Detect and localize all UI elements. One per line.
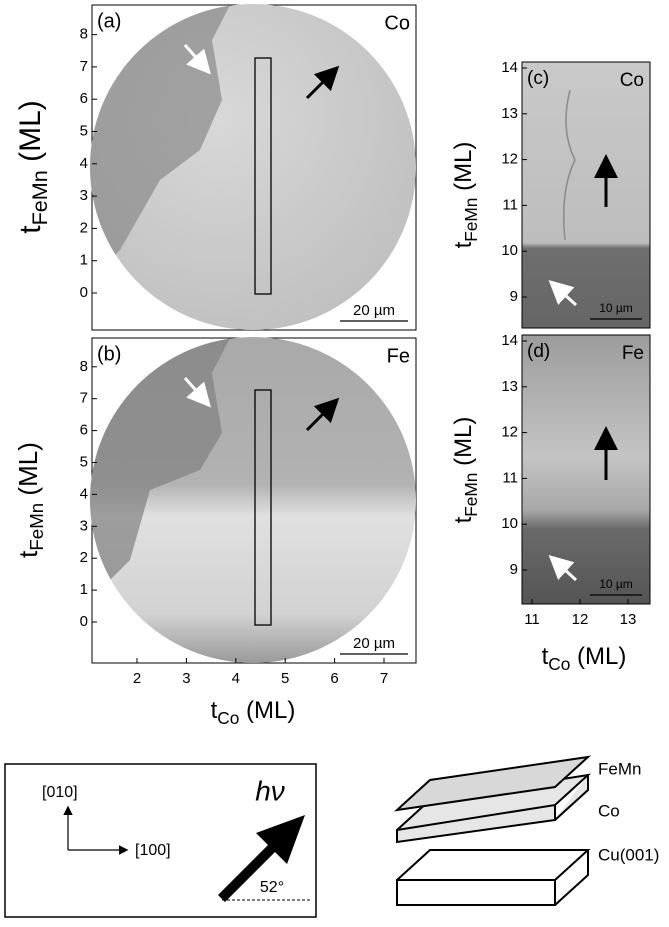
panel-element: Fe bbox=[622, 343, 644, 364]
scale-label: 10 µm bbox=[599, 577, 633, 591]
title-unit: (ML) bbox=[450, 142, 477, 191]
panel-label: (b) bbox=[97, 343, 121, 365]
axis-title: tFeMn (ML) bbox=[13, 442, 47, 558]
y-tick-label: 9 bbox=[510, 561, 518, 578]
y-tick-label: 11 bbox=[502, 196, 518, 213]
y-tick-label: 7 bbox=[80, 390, 88, 407]
title-unit: (ML) bbox=[14, 100, 47, 162]
y-tick-label: 1 bbox=[80, 252, 88, 269]
y-tick-label: 7 bbox=[80, 58, 88, 75]
x-tick-label: 6 bbox=[330, 670, 338, 687]
scale-label: 10 µm bbox=[599, 301, 633, 315]
panel-element: Co bbox=[384, 12, 410, 34]
panel-element: Fe bbox=[387, 345, 410, 367]
x-tick-label: 13 bbox=[620, 611, 637, 628]
title-unit: (ML) bbox=[13, 442, 43, 495]
y-tick-label: 4 bbox=[80, 485, 88, 502]
axis-label: [010] bbox=[42, 784, 78, 801]
axis-title: tCo (ML) bbox=[542, 643, 627, 673]
scale-label: 20 µm bbox=[353, 635, 395, 652]
y-tick-label: 6 bbox=[80, 422, 88, 439]
title-space bbox=[570, 643, 577, 670]
y-tick-label: 1 bbox=[80, 581, 88, 598]
panel-element: Co bbox=[620, 70, 644, 91]
y-tick-label: 3 bbox=[80, 517, 88, 534]
x-tick-label: 5 bbox=[281, 670, 289, 687]
panel-label: (a) bbox=[97, 10, 121, 32]
title-sub: FeMn bbox=[27, 170, 52, 225]
y-tick-label: 6 bbox=[80, 90, 88, 107]
y-tick-label: 2 bbox=[80, 219, 88, 236]
angle-label: 52° bbox=[260, 879, 284, 896]
y-tick-label: 5 bbox=[80, 122, 88, 139]
y-tick-label: 8 bbox=[80, 358, 88, 375]
layer-stack bbox=[397, 757, 588, 905]
y-tick-label: 9 bbox=[510, 288, 518, 305]
x-tick-label: 4 bbox=[232, 670, 240, 687]
y-tick-label: 2 bbox=[80, 549, 88, 566]
axis-label: [100] bbox=[135, 842, 171, 859]
title-space bbox=[13, 496, 43, 503]
y-tick-label: 11 bbox=[502, 469, 518, 486]
y-tick-label: 4 bbox=[80, 155, 88, 172]
axis-title: tFeMn (ML) bbox=[450, 417, 480, 524]
y-tick-label: 5 bbox=[80, 453, 88, 470]
layer-cu bbox=[397, 850, 588, 905]
title-sub: FeMn bbox=[461, 198, 481, 242]
scale-label: 20 µm bbox=[353, 302, 395, 319]
title-space bbox=[450, 191, 477, 198]
title-unit: (ML) bbox=[246, 697, 295, 724]
y-tick-label: 14 bbox=[501, 332, 518, 349]
y-tick-label: 14 bbox=[501, 59, 518, 76]
y-tick-label: 12 bbox=[501, 424, 518, 441]
y-tick-label: 3 bbox=[80, 187, 88, 204]
y-tick-label: 10 bbox=[501, 515, 518, 532]
title-unit: (ML) bbox=[577, 643, 626, 670]
layer-label: FeMn bbox=[598, 759, 641, 778]
photon-label: hν bbox=[255, 775, 285, 806]
title-sub: Co bbox=[217, 708, 239, 728]
x-tick-label: 7 bbox=[380, 670, 388, 687]
y-tick-label: 10 bbox=[501, 242, 518, 259]
y-tick-label: 13 bbox=[501, 378, 518, 395]
axis-title: tFeMn (ML) bbox=[450, 142, 480, 249]
title-space bbox=[450, 466, 477, 473]
layer-label: Co bbox=[598, 801, 620, 820]
axis-title: tFeMn (ML) bbox=[14, 100, 52, 234]
figure: (a) Co 20 µm (b) Fe 20 µm (c) Co 10 µm (d) Fe 10 µm… bbox=[0, 0, 669, 927]
x-tick-label: 3 bbox=[182, 670, 190, 687]
panel-label: (c) bbox=[527, 68, 549, 89]
panel-d-image bbox=[522, 335, 650, 604]
axis-title: tCo (ML) bbox=[211, 697, 296, 727]
title-sub: Co bbox=[548, 654, 570, 674]
layer-label: Cu(001) bbox=[598, 845, 659, 864]
y-tick-label: 0 bbox=[80, 613, 88, 630]
title-sub: FeMn bbox=[461, 473, 481, 517]
title-unit: (ML) bbox=[450, 417, 477, 466]
title-sub: FeMn bbox=[26, 503, 47, 551]
panel-label: (d) bbox=[527, 341, 550, 362]
y-tick-label: 8 bbox=[80, 26, 88, 43]
title-space bbox=[14, 162, 47, 170]
y-tick-label: 12 bbox=[501, 151, 518, 168]
y-tick-label: 0 bbox=[80, 284, 88, 301]
y-tick-label: 13 bbox=[501, 105, 518, 122]
x-tick-label: 2 bbox=[133, 670, 141, 687]
x-tick-label: 11 bbox=[524, 611, 540, 628]
x-tick-label: 12 bbox=[572, 611, 589, 628]
title-space bbox=[239, 697, 246, 724]
panel-c-image bbox=[522, 62, 650, 328]
